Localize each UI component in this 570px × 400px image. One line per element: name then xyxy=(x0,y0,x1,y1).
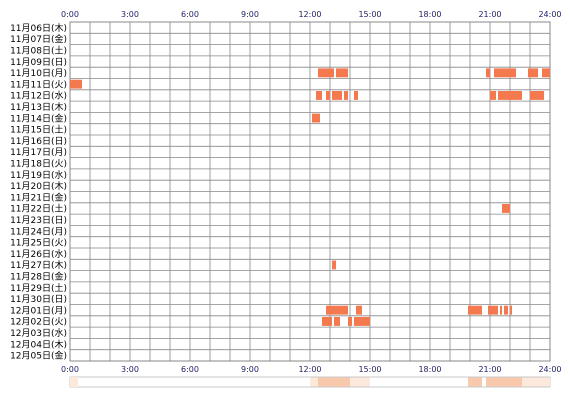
date-row-label: 11月21日(金) xyxy=(10,191,67,203)
activity-block xyxy=(498,91,522,100)
date-row-label: 11月17日(月) xyxy=(10,147,67,158)
activity-block xyxy=(542,68,550,78)
date-row-label: 11月28日(金) xyxy=(10,270,67,282)
date-row-label: 11月10日(月) xyxy=(10,68,67,79)
activity-block xyxy=(510,305,512,315)
date-row-label: 11月08日(土) xyxy=(10,44,67,56)
activity-block xyxy=(356,305,362,315)
date-row-label: 12月02日(火) xyxy=(10,317,67,328)
time-tick-label-bottom: 18:00 xyxy=(418,365,441,374)
time-tick-label-top: 12:00 xyxy=(298,10,321,19)
date-row-label: 11月19日(水) xyxy=(10,169,67,181)
activity-block xyxy=(486,68,490,78)
time-tick-label-top: 0:00 xyxy=(61,10,79,19)
activity-block xyxy=(530,91,544,100)
summary-strip-segment xyxy=(310,377,318,387)
time-tick-label-top: 3:00 xyxy=(121,10,139,19)
summary-strip-segment xyxy=(70,377,78,387)
date-row-label: 11月14日(金) xyxy=(10,112,67,124)
activity-block xyxy=(490,91,496,100)
activity-block xyxy=(354,91,358,100)
date-row-label: 12月05日(金) xyxy=(10,350,67,362)
activity-block xyxy=(332,260,336,270)
date-row-label: 11月06日(木) xyxy=(10,22,67,34)
activity-block xyxy=(500,305,502,315)
activity-block xyxy=(326,305,348,315)
time-tick-label-top: 21:00 xyxy=(478,10,501,19)
time-tick-label-bottom: 0:00 xyxy=(61,365,79,374)
activity-block xyxy=(348,317,352,326)
date-row-label: 11月23日(日) xyxy=(10,215,67,226)
date-row-labels: 11月06日(木)11月07日(金)11月08日(土)11月09日(日)11月1… xyxy=(10,22,67,362)
summary-strip-segment xyxy=(486,377,522,387)
activity-block xyxy=(528,68,538,78)
date-row-label: 11月16日(日) xyxy=(10,136,67,147)
time-tick-label-bottom: 9:00 xyxy=(241,365,259,374)
date-row-label: 12月03日(水) xyxy=(10,327,67,339)
activity-block xyxy=(488,305,498,315)
plot-grid xyxy=(69,21,551,362)
activity-block xyxy=(502,204,510,213)
date-row-label: 11月26日(水) xyxy=(10,248,67,260)
summary-strip xyxy=(69,376,551,388)
date-row-label: 11月18日(火) xyxy=(10,158,67,169)
date-row-label: 11月13日(木) xyxy=(10,101,67,113)
time-tick-label-top: 9:00 xyxy=(241,10,259,19)
time-tick-label-bottom: 6:00 xyxy=(181,365,199,374)
date-row-label: 11月12日(水) xyxy=(10,90,67,102)
activity-block xyxy=(468,305,482,315)
activity-block xyxy=(326,91,330,100)
summary-strip-segment xyxy=(468,377,482,387)
date-row-label: 11月25日(火) xyxy=(10,238,67,249)
activity-block xyxy=(332,91,342,100)
time-tick-label-bottom: 3:00 xyxy=(121,365,139,374)
date-row-label: 11月24日(月) xyxy=(10,226,67,237)
date-row-label: 12月01日(月) xyxy=(10,305,67,316)
time-tick-label-top: 15:00 xyxy=(358,10,381,19)
activity-blocks xyxy=(70,68,550,326)
time-tick-label-bottom: 24:00 xyxy=(538,365,561,374)
activity-block xyxy=(504,305,508,315)
time-tick-label-bottom: 12:00 xyxy=(298,365,321,374)
activity-block xyxy=(322,317,332,326)
time-tick-label-top: 18:00 xyxy=(418,10,441,19)
activity-block xyxy=(336,68,348,78)
time-tick-label-bottom: 21:00 xyxy=(478,365,501,374)
activity-block xyxy=(354,317,370,326)
date-row-label: 11月22日(土) xyxy=(10,203,67,215)
date-row-label: 11月30日(日) xyxy=(10,294,67,305)
date-row-label: 11月15日(土) xyxy=(10,124,67,136)
time-tick-label-bottom: 15:00 xyxy=(358,365,381,374)
date-row-label: 11月11日(火) xyxy=(10,79,67,90)
activity-block xyxy=(334,317,340,326)
date-row-label: 11月29日(土) xyxy=(10,282,67,294)
summary-strip-segment xyxy=(350,377,370,387)
time-tick-label-top: 24:00 xyxy=(538,10,561,19)
date-row-label: 11月27日(木) xyxy=(10,259,67,271)
summary-strip-segment xyxy=(522,377,550,387)
summary-strip-segment xyxy=(318,377,350,387)
activity-block xyxy=(494,68,516,78)
activity-block xyxy=(316,91,322,100)
activity-block xyxy=(344,91,348,100)
date-row-label: 11月09日(日) xyxy=(10,57,67,68)
date-row-label: 11月20日(木) xyxy=(10,180,67,192)
activity-block xyxy=(312,113,320,123)
date-row-label: 11月07日(金) xyxy=(10,33,67,45)
top-time-axis: 0:00 3:00 6:00 9:00 12:00 15:00 18:00 21:00 24:0… xyxy=(61,10,562,19)
date-row-label: 12月04日(木) xyxy=(10,338,67,350)
time-tick-label-top: 6:00 xyxy=(181,10,199,19)
activity-block xyxy=(70,79,82,89)
activity-block xyxy=(318,68,334,78)
bottom-time-axis: 0:00 3:00 6:00 9:00 12:00 15:00 18:00 21:00 24:0… xyxy=(61,365,562,374)
